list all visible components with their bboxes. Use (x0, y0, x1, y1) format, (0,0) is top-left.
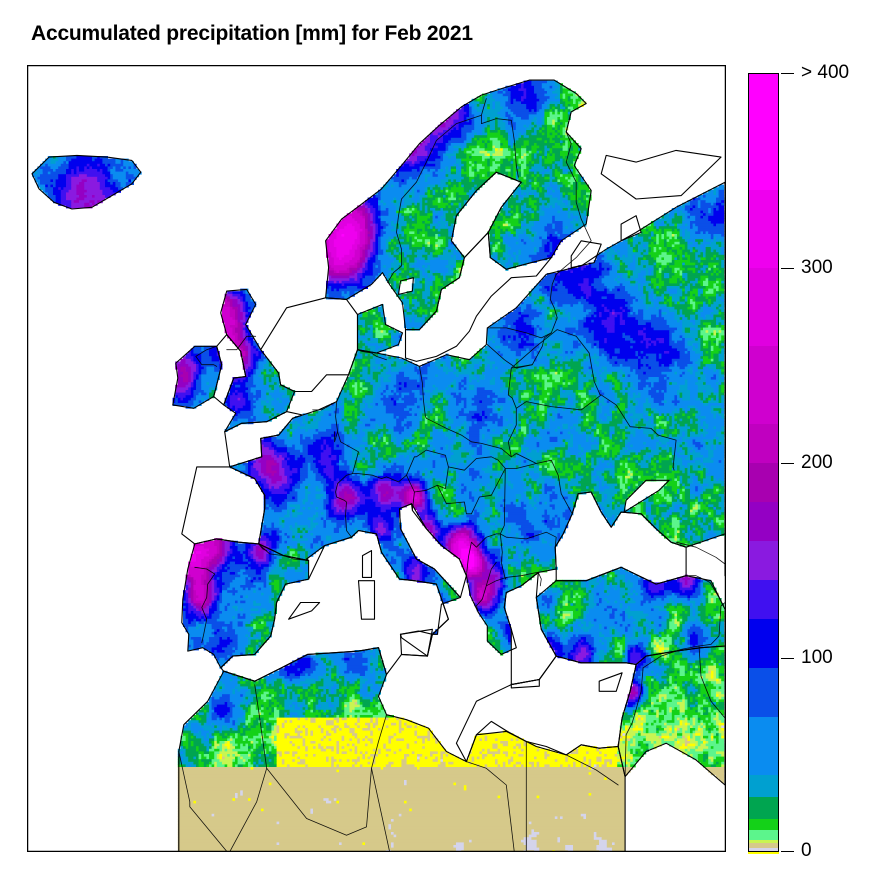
colorbar-band (748, 848, 779, 852)
colorbar-tick-mark (781, 658, 794, 659)
colorbar-band (748, 830, 779, 840)
colorbar-tick-label: > 400 (801, 62, 850, 83)
colorbar-band (748, 502, 779, 541)
colorbar-band (748, 797, 779, 819)
country-border-layer (178, 98, 726, 852)
map-frame (27, 65, 726, 852)
colorbar-tick-label: 300 (801, 257, 833, 278)
figure-title: Accumulated precipitation [mm] for Feb 2… (31, 22, 473, 45)
colorbar-band (748, 580, 779, 619)
colorbar-band (748, 541, 779, 580)
map-plot-area[interactable] (27, 65, 726, 852)
precipitation-field (27, 65, 726, 852)
colorbar-tick-mark (781, 268, 794, 269)
colorbar-tick-label: 100 (801, 647, 833, 668)
colorbar-tick-mark (781, 73, 794, 74)
colorbar-band (748, 843, 779, 850)
colorbar-tick-mark (781, 851, 794, 852)
colorbar-band (748, 619, 779, 668)
colorbar-tick-label: 0 (801, 840, 812, 861)
colorbar-band (748, 346, 779, 424)
colorbar[interactable] (748, 73, 779, 854)
colorbar-band (748, 424, 779, 463)
colorbar-band (748, 73, 779, 190)
colorbar-band (748, 463, 779, 502)
colorbar-band (748, 190, 779, 268)
precip-contour-layer (32, 80, 725, 852)
colorbar-tick-label: 200 (801, 452, 833, 473)
colorbar-band (748, 775, 779, 797)
colorbar-tick-mark (781, 463, 794, 464)
colorbar-band (748, 268, 779, 346)
colorbar-band (748, 668, 779, 717)
colorbar-band (748, 717, 779, 775)
colorbar-band (748, 819, 779, 830)
